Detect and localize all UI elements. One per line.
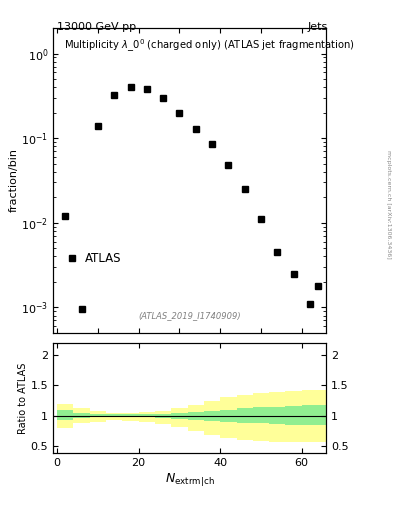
Text: ATLAS: ATLAS: [84, 252, 121, 265]
Y-axis label: fraction/bin: fraction/bin: [8, 148, 18, 212]
Text: Multiplicity $\lambda\_0^0$ (charged only) (ATLAS jet fragmentation): Multiplicity $\lambda\_0^0$ (charged onl…: [64, 37, 354, 54]
X-axis label: $N_{\mathrm{extrm|ch}}$: $N_{\mathrm{extrm|ch}}$: [165, 471, 215, 488]
Text: Jets: Jets: [308, 22, 328, 32]
Text: 13000 GeV pp: 13000 GeV pp: [57, 22, 136, 32]
Y-axis label: Ratio to ATLAS: Ratio to ATLAS: [18, 362, 28, 434]
Text: (ATLAS_2019_I1740909): (ATLAS_2019_I1740909): [138, 312, 241, 321]
Text: mcplots.cern.ch [arXiv:1306.3436]: mcplots.cern.ch [arXiv:1306.3436]: [386, 151, 391, 259]
